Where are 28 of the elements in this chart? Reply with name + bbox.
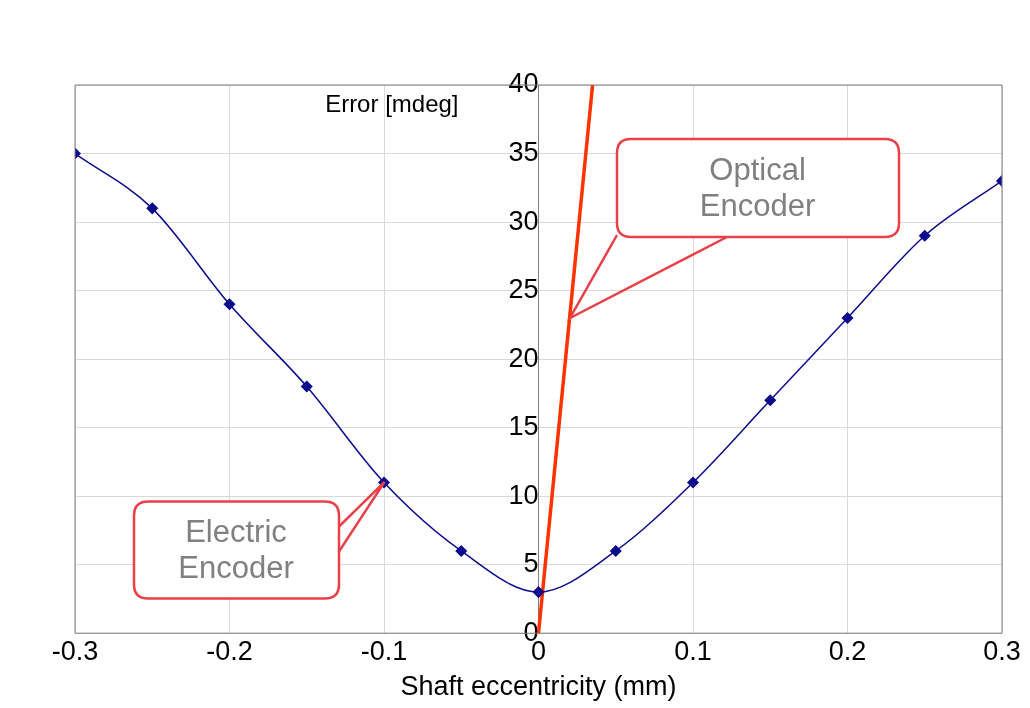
x-tick-label: 0.1 xyxy=(674,635,712,666)
point xyxy=(919,230,931,242)
y-tick-label: 35 xyxy=(508,136,539,167)
y-tick-label: 15 xyxy=(508,411,539,442)
x-tick-label: -0.3 xyxy=(51,635,99,666)
y-tick-label: 40 xyxy=(508,68,539,99)
y-tick-label: 30 xyxy=(508,205,539,236)
point xyxy=(223,298,236,311)
point xyxy=(146,202,158,215)
y-tick-label: 10 xyxy=(508,479,539,510)
point xyxy=(764,394,776,406)
y-axis-title: Error [mdeg] xyxy=(325,89,459,117)
y-tick-label: 5 xyxy=(523,548,539,579)
y-tick-label: 25 xyxy=(508,274,539,305)
point xyxy=(610,545,622,557)
x-tick-label: -0.1 xyxy=(360,635,408,666)
x-tick-label: -0.2 xyxy=(206,635,253,666)
point xyxy=(687,476,699,489)
annotation: Optical Encoder xyxy=(698,151,817,225)
point xyxy=(532,586,545,598)
annotation: Electric Encoder xyxy=(177,513,295,588)
point xyxy=(301,380,313,393)
x-tick-label: 0.3 xyxy=(983,635,1021,666)
point xyxy=(455,545,467,557)
x-tick-label: 0.2 xyxy=(828,635,867,666)
y-tick-label: 20 xyxy=(508,342,539,373)
point xyxy=(841,312,854,324)
x-axis-title: Shaft eccentricity (mm) xyxy=(400,671,677,702)
